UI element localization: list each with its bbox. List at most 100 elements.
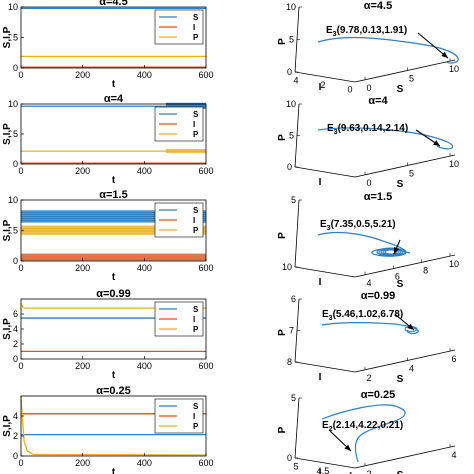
y-axis-label: S,I,P [2,318,13,340]
annotation-arrowhead [407,323,414,330]
equilibrium-subscript: 3 [327,225,331,232]
x-axis-label: t [112,467,116,474]
x-tick-label: 0 [366,178,371,188]
x-tick-label: 10 [449,64,459,74]
z-axis-label: P [277,426,288,433]
z-tick-label: 0 [287,453,292,463]
z-tick-label: 5 [291,393,296,403]
panel-title: α=4 [104,93,124,105]
panel-title: α=1.5 [364,191,392,203]
x-tick-label: 4 [451,450,456,460]
x-tick-label: 200 [75,70,90,80]
equilibrium-subscript: 3 [334,129,338,136]
equilibrium-subscript: 3 [329,315,333,322]
equilibrium-label: E3(9.78,0.13,1.91) [326,25,407,38]
z-tick-label: 6 [291,294,296,304]
x-tick-label: 10 [449,159,459,169]
x-axis-label: S [397,84,404,95]
axis-line-S [354,349,456,373]
panel-title: α=4 [368,95,388,107]
equilibrium-coords: (5.46,1.02,6.78) [333,309,404,320]
z-axis-label: P [277,38,288,45]
legend-label-I: I [193,412,195,421]
series-band-P [21,225,206,235]
z-tick-label: 5 [289,131,294,141]
y-axis-label: I [319,177,322,188]
panel-title: α=4.5 [364,0,392,12]
equilibrium-name: E [327,123,334,134]
x-tick-label: 200 [75,263,90,273]
time-panel-0: α=4.5 0 200 400 600 0 5 10 t S,I,P SIP [2,0,214,90]
x-tick-label: 4 [409,363,414,373]
z-tick-label: 5 [291,195,296,205]
equilibrium-name: E [322,309,329,320]
trajectory [317,36,459,64]
panel-title: α=0.99 [96,288,131,300]
annotation-arrowhead [344,444,351,451]
y-tick-label: 0 [347,85,352,95]
phase-panel-7: α=1.5 10 5 4 6 8 10 S I P E3(7.35,0.5,5.21) [277,191,459,290]
legend-label-P: P [193,325,199,334]
z-tick-label: 10 [286,99,296,109]
y-tick-label: 4 [13,411,18,421]
y-tick-label: 0 [13,451,18,461]
legend-label-I: I [193,120,195,129]
equilibrium-subscript: 3 [333,31,337,38]
equilibrium-coords: (9.78,0.13,1.91) [337,25,408,36]
x-tick-label: 8 [423,265,428,275]
equilibrium-name: E [322,420,329,431]
y-tick-label: 0 [13,63,18,73]
y-tick-label: 4 [13,324,18,334]
equilibrium-label: E3(7.35,0.5,5.21) [320,219,396,232]
x-tick-label: 400 [137,70,152,80]
legend-label-P: P [193,422,199,431]
axes-box [20,395,207,457]
z-tick-label: 5 [289,35,294,45]
series-line-P [20,395,207,456]
equilibrium-coords: (9.63,0.14,2.14) [338,123,409,134]
x-tick-label: 600 [198,70,213,80]
y-tick-label: 5 [13,129,18,139]
equilibrium-coords: (7.35,0.5,5.21) [331,219,396,230]
axis-line-I [294,457,356,469]
x-tick-label: 6 [451,354,456,364]
y-axis-label: S,I,P [2,219,13,241]
legend-label-S: S [193,402,199,411]
equilibrium-subscript: 2 [329,426,333,433]
x-tick-label: 0 [18,458,23,468]
equilibrium-label: E3(5.46,1.02,6.78) [322,309,403,322]
x-tick-label: 6 [395,272,400,282]
y-tick-label: 0 [13,256,18,266]
x-tick-label: 0 [18,263,23,273]
series-band-I [21,253,206,261]
equilibrium-label: E2(2.14,4.22,0.21) [322,420,403,433]
axis-line-I [294,266,356,278]
x-tick-label: 200 [75,361,90,371]
trajectory [321,322,419,335]
z-axis-label: P [277,329,288,336]
legend-label-P: P [193,226,199,235]
series-band-S [165,102,206,109]
z-axis-label: P [277,232,288,239]
x-axis-label: S [397,374,404,385]
x-axis-label: t [112,175,116,186]
y-tick-label: 4.5 [317,466,330,474]
time-panel-4: α=0.25 0 200 400 600 0 2 4 t S,I,P SIP [2,385,214,474]
annotation-arrowhead [394,247,400,254]
series-band-P [165,149,206,154]
axis-line-P [294,397,300,459]
z-tick-label: 7 [289,326,294,336]
x-axis-label: t [112,370,116,381]
x-tick-label: 0 [366,83,371,93]
axis-line-I [294,166,356,178]
y-tick-label: 6 [13,309,18,319]
x-tick-label: 200 [75,458,90,468]
x-tick-label: 400 [137,263,152,273]
time-panel-1: α=4 0 200 400 600 0 5 10 t S,I,P SIP [2,93,214,186]
y-axis-label: S,I,P [2,26,13,48]
series-line-P [20,303,206,309]
y-tick-label: 5 [13,33,18,43]
x-tick-label: 400 [137,166,152,176]
z-tick-label: 0 [287,67,292,77]
y-tick-label: 10 [8,2,18,12]
